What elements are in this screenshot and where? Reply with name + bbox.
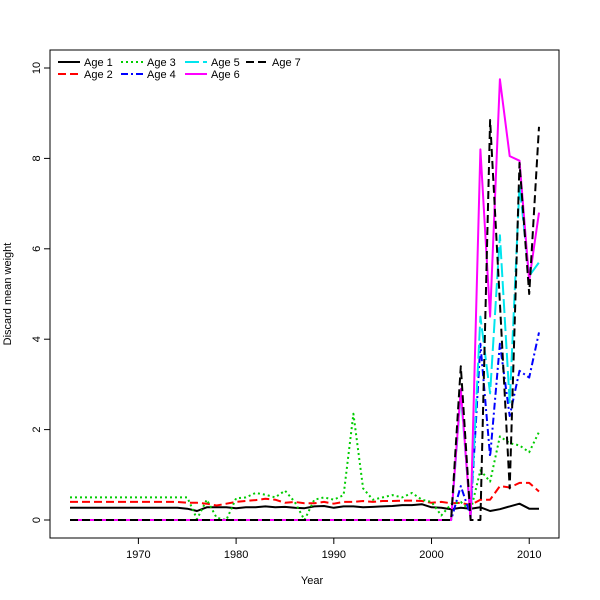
series-line-7 bbox=[70, 119, 540, 521]
legend-label-2: Age 2 bbox=[84, 69, 113, 81]
legend-label-3: Age 3 bbox=[147, 57, 176, 69]
legend-label-5: Age 5 bbox=[211, 57, 240, 69]
x-axis: 1970 1980 1990 2000 2010 bbox=[126, 538, 541, 561]
series-line-5 bbox=[70, 184, 540, 521]
x-tick-label: 1980 bbox=[224, 549, 248, 561]
x-tick-label: 1970 bbox=[126, 549, 150, 561]
x-tick-label: 2000 bbox=[419, 549, 443, 561]
y-tick-label: 2 bbox=[31, 427, 43, 433]
y-tick-label: 4 bbox=[31, 336, 43, 342]
y-tick-label: 8 bbox=[31, 155, 43, 161]
y-tick-label: 10 bbox=[31, 62, 43, 74]
legend-label-4: Age 4 bbox=[147, 69, 176, 81]
series-line-6 bbox=[70, 78, 540, 521]
legend-label-6: Age 6 bbox=[211, 69, 240, 81]
legend-label-1: Age 1 bbox=[84, 57, 113, 69]
y-tick-label: 6 bbox=[31, 246, 43, 252]
x-tick-label: 2010 bbox=[517, 549, 541, 561]
x-tick-label: 1990 bbox=[322, 549, 346, 561]
series-layer bbox=[70, 78, 540, 521]
y-axis: 0 2 4 6 8 10 bbox=[31, 62, 50, 523]
legend-label-7: Age 7 bbox=[272, 57, 301, 69]
y-tick-label: 0 bbox=[31, 517, 43, 523]
x-axis-label: Year bbox=[301, 575, 324, 587]
y-axis-label: Discard mean weight bbox=[2, 243, 14, 346]
series-line-2 bbox=[70, 481, 540, 507]
series-line-1 bbox=[70, 502, 539, 512]
plot-frame bbox=[49, 49, 560, 539]
